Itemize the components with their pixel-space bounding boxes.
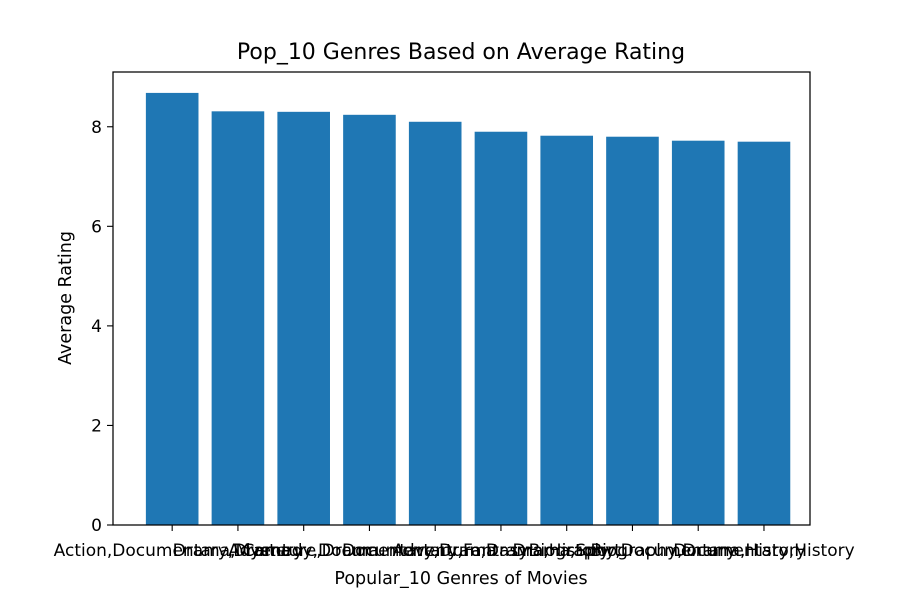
bar	[606, 136, 659, 525]
x-tick-label: Adventure,Drama	[228, 541, 379, 561]
x-tick-label: Action,Documentary,Drama	[54, 541, 291, 561]
y-tick-label: 2	[91, 416, 102, 436]
bars-group	[145, 92, 791, 526]
x-tick-label: Drama,Sport	[512, 541, 621, 561]
bar	[540, 135, 594, 525]
bar	[408, 121, 462, 526]
y-tick-label: 0	[91, 516, 102, 536]
bar	[474, 131, 528, 525]
y-tick-label: 4	[91, 317, 102, 337]
bar	[145, 92, 199, 526]
y-tick-label: 6	[91, 217, 102, 237]
x-tick-label: Biography,Drama,History	[591, 541, 806, 561]
x-tick-label: Drama,Mystery	[173, 541, 304, 561]
bar	[277, 111, 330, 526]
bar	[343, 114, 396, 526]
x-tick-label: Adventure,Drama,History	[393, 541, 610, 561]
x-axis-ticks: Action,Documentary,DramaDrama,MysteryAdv…	[54, 525, 855, 561]
x-tick-label: Documentary,History	[673, 541, 854, 561]
y-axis-ticks: 0 2 4 6 8	[91, 118, 113, 536]
y-axis-label: Average Rating	[56, 231, 76, 365]
bar	[211, 111, 265, 526]
bar	[671, 140, 725, 525]
y-tick-label: 8	[91, 118, 102, 138]
chart-title: Pop_10 Genres Based on Average Rating	[237, 40, 685, 65]
x-tick-label: Documentary,Fantasy	[342, 541, 528, 561]
plot-frame	[112, 71, 811, 526]
x-tick-label: Comedy,Documentary,Drama	[242, 541, 496, 561]
x-axis-label: Popular_10 Genres of Movies	[334, 569, 587, 589]
bar	[737, 141, 791, 525]
x-tick-label: Biography,Documentary	[529, 541, 737, 561]
